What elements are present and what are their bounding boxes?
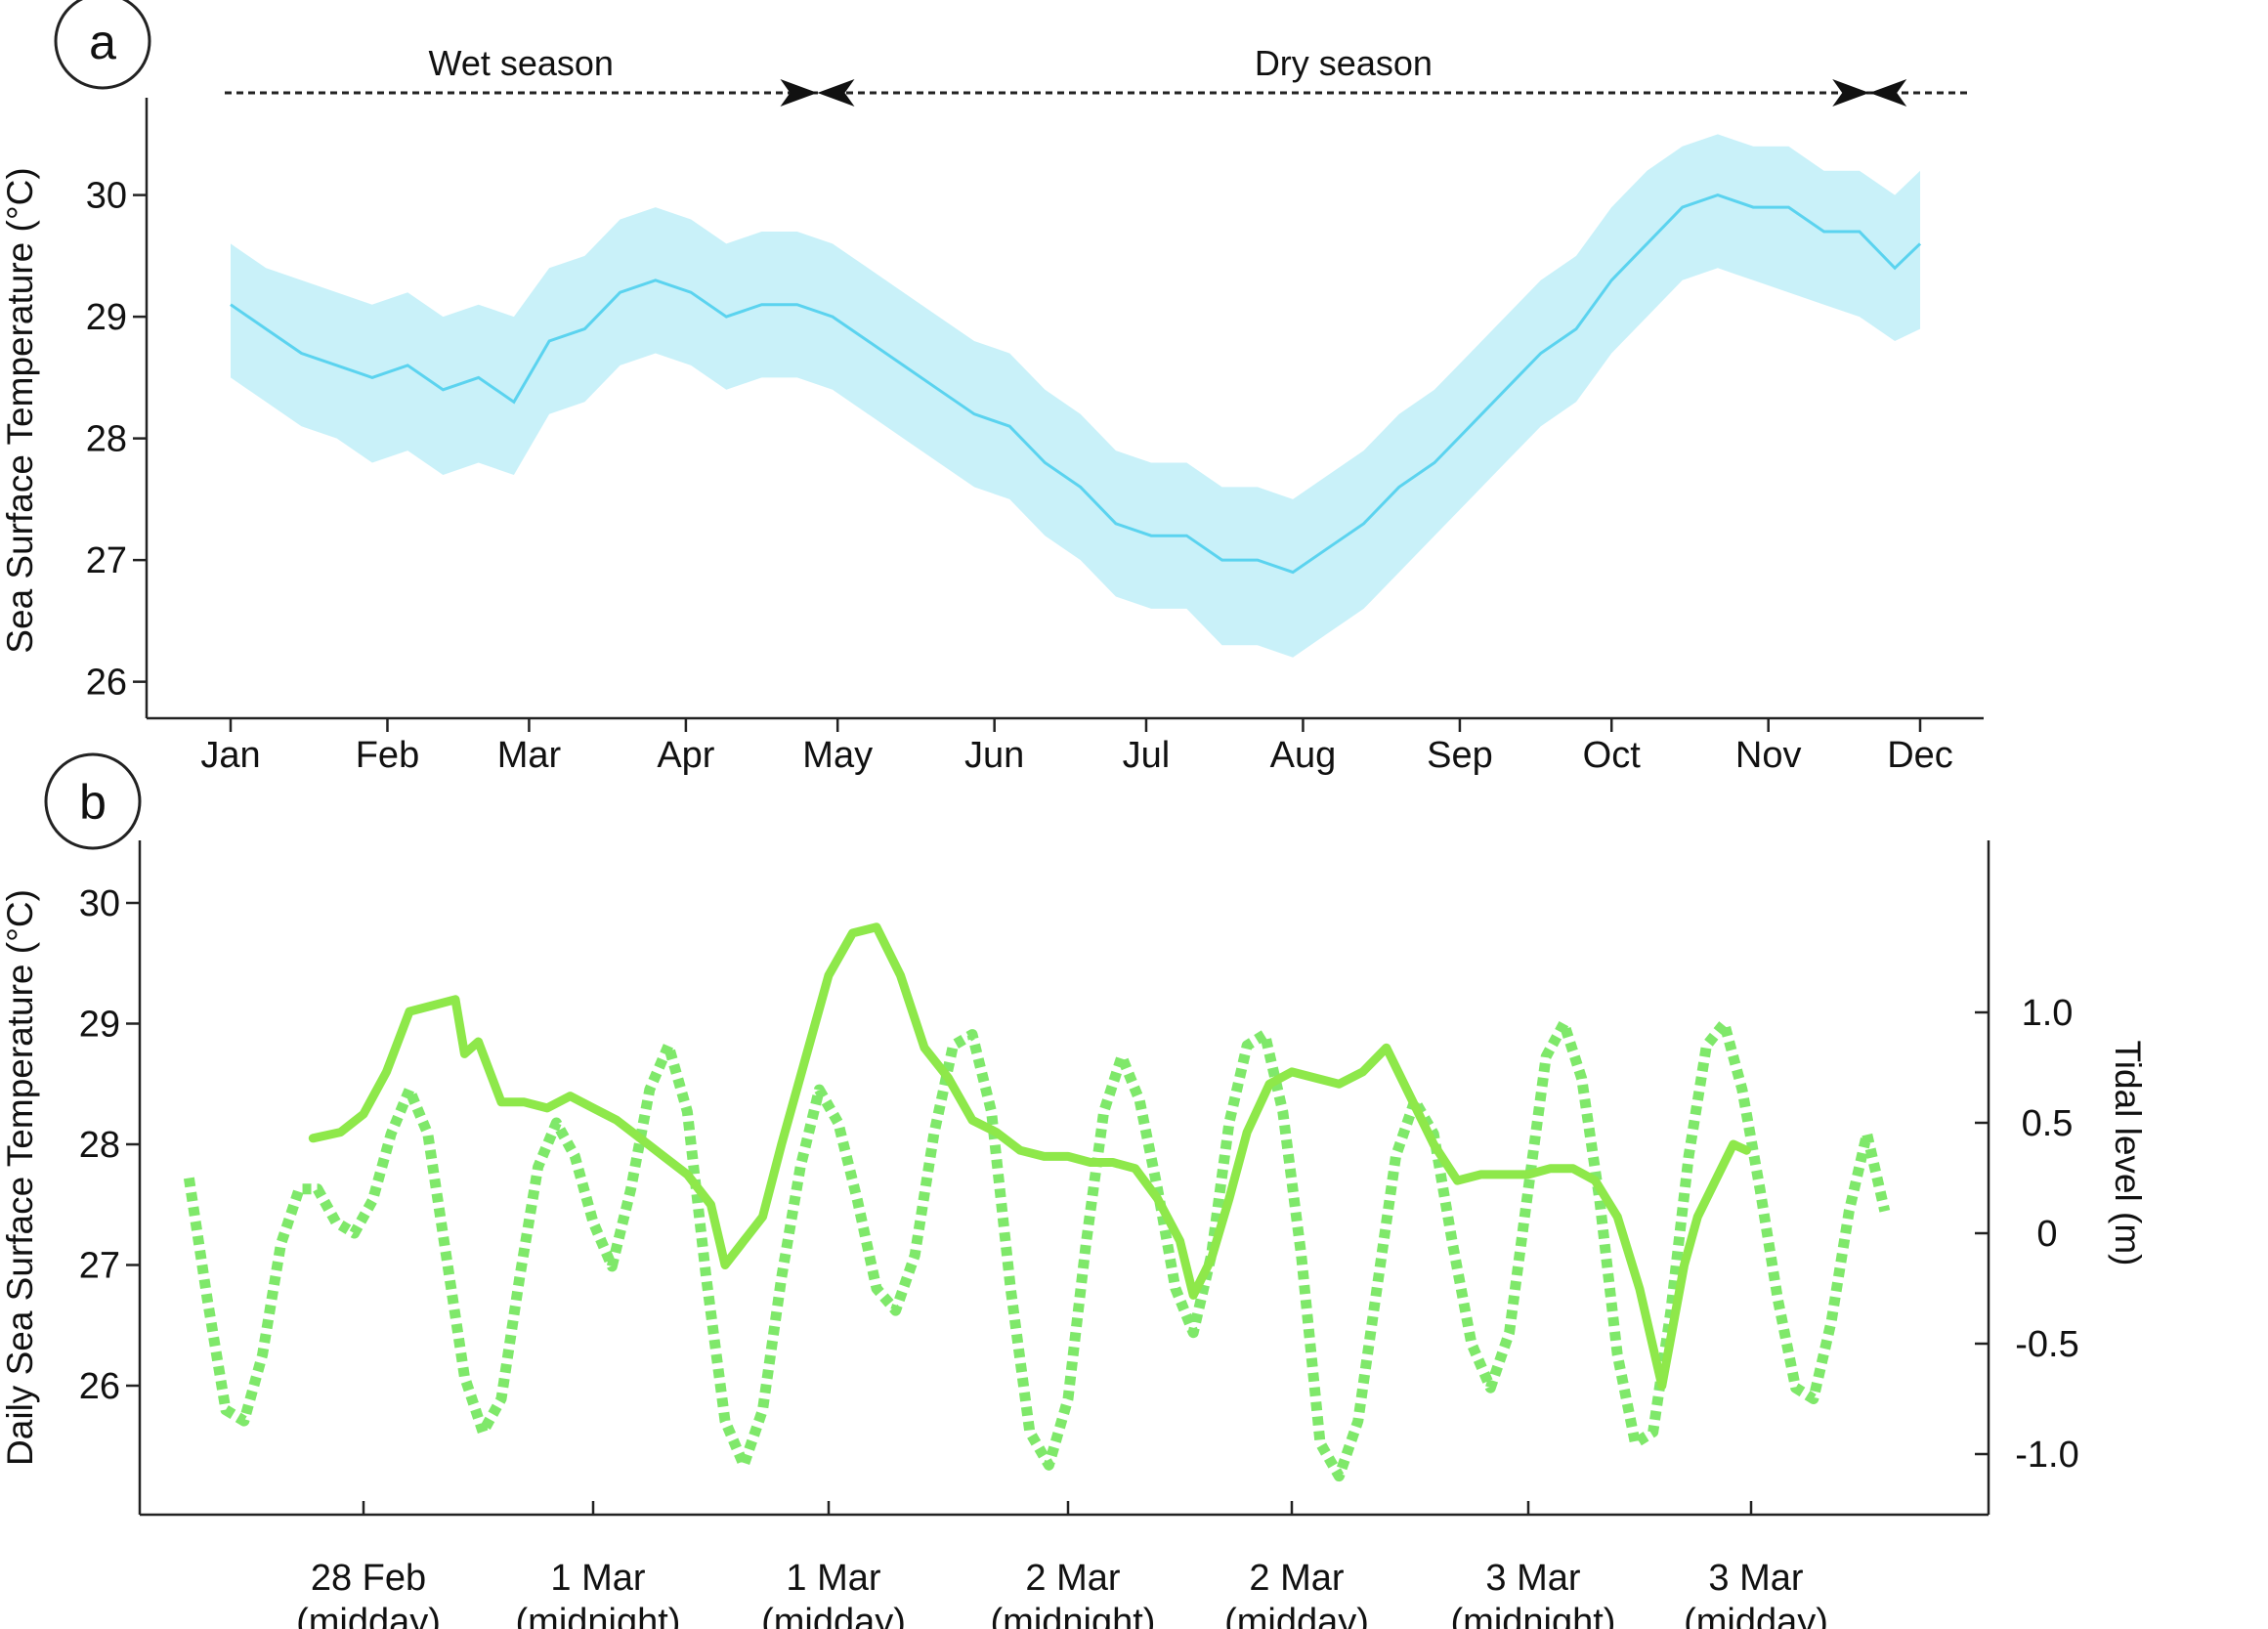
y-tick-label-a: 30 [86,176,127,217]
y-tick-label-a: 26 [86,663,127,704]
x-tick-label-a: Nov [1735,735,1802,776]
y-axis-title-a: Sea Surface Temperature (°C) [0,167,40,653]
season-indicator: Wet season Dry season [225,43,1969,107]
x-tick-label-a: Jan [200,735,260,776]
y-tick-label-b: 29 [79,1005,120,1046]
daily-sst-line [308,922,1751,1391]
y-ticks-b-left: 26 27 28 29 30 [79,883,140,1407]
x-ticks-b: 28 Feb (midday) 1 Mar (midnight) 1 Mar (midda… [296,1501,1828,1629]
panel-a-chart: Wet season Dry season 26 27 28 29 30 Jan Feb Ma… [0,43,1984,776]
y2-axis-title-b: Tidal level (m) [2108,1041,2148,1266]
panel-b-letter: b [79,775,107,830]
x-tick-label-b: 2 Mar [1025,1558,1120,1599]
y-tick-label-a: 29 [86,297,127,338]
season-boundary-arrow [780,79,818,107]
x-tick-label-b: 3 Mar [1708,1558,1803,1599]
sst-mean-line [230,193,1922,575]
y-tick-label-a: 27 [86,540,127,581]
y-tick-label-b: 28 [79,1125,120,1166]
x-ticks-a: Jan Feb Mar Apr May Jun Jul Aug Sep Oct Nov Dec [200,718,1953,776]
y2-tick-label-b: -0.5 [2015,1324,2078,1365]
x-tick-label-a: Dec [1887,735,1953,776]
x-tick-label-b: 2 Mar [1249,1558,1344,1599]
y2-tick-label-b: 0 [2036,1214,2057,1255]
panel-a-letter: a [89,15,116,69]
y-tick-label-a: 28 [86,419,127,460]
y-tick-label-b: 30 [79,883,120,924]
sst-range-band [231,134,1920,658]
x-tick-label-b: 3 Mar [1485,1558,1580,1599]
y2-tick-label-b: -1.0 [2015,1435,2078,1476]
x-tick-label-a: Oct [1583,735,1642,776]
x-tick-label-a: Sep [1427,735,1493,776]
y-tick-label-b: 27 [79,1246,120,1287]
y2-tick-label-b: 1.0 [2022,993,2074,1034]
x-tick-label-b: 28 Feb [311,1558,426,1599]
x-tick-sublabel-b: (midday) [1684,1602,1828,1629]
season-label: Wet season [429,43,614,83]
y2-tick-label-b: 0.5 [2022,1103,2074,1144]
x-tick-label-a: Mar [497,735,562,776]
x-tick-label-b: 1 Mar [550,1558,645,1599]
x-tick-label-a: Feb [356,735,419,776]
x-tick-sublabel-b: (midnight) [516,1602,681,1629]
y-ticks-a: 26 27 28 29 30 [86,176,147,704]
season-label: Dry season [1255,43,1433,83]
x-tick-label-b: 1 Mar [786,1558,880,1599]
y-axis-title-b: Daily Sea Surface Temperature (°C) [0,889,40,1466]
x-tick-label-a: May [802,735,873,776]
panel-b-chart: 26 27 28 29 30 1.0 0.5 0 -0.5 -1.0 28 Feb (midday… [0,840,2148,1629]
season-boundary-arrow [1869,79,1907,107]
y-ticks-b-right: 1.0 0.5 0 -0.5 -1.0 [1975,993,2079,1476]
y-tick-label-b: 26 [79,1366,120,1407]
season-boundary-arrow [1832,79,1870,107]
x-tick-sublabel-b: (midday) [1224,1602,1369,1629]
x-tick-sublabel-b: (midday) [296,1602,441,1629]
x-tick-label-a: Apr [657,735,714,776]
panel-a-label: a [54,0,151,90]
panel-b-label: b [44,752,142,850]
x-tick-label-a: Aug [1270,735,1337,776]
x-tick-sublabel-b: (midday) [761,1602,906,1629]
tidal-level-line [183,1017,1891,1482]
x-tick-label-a: Jul [1123,735,1171,776]
x-tick-sublabel-b: (midnight) [991,1602,1156,1629]
x-tick-sublabel-b: (midnight) [1451,1602,1616,1629]
x-tick-label-a: Jun [964,735,1024,776]
season-boundary-arrow [817,79,855,107]
